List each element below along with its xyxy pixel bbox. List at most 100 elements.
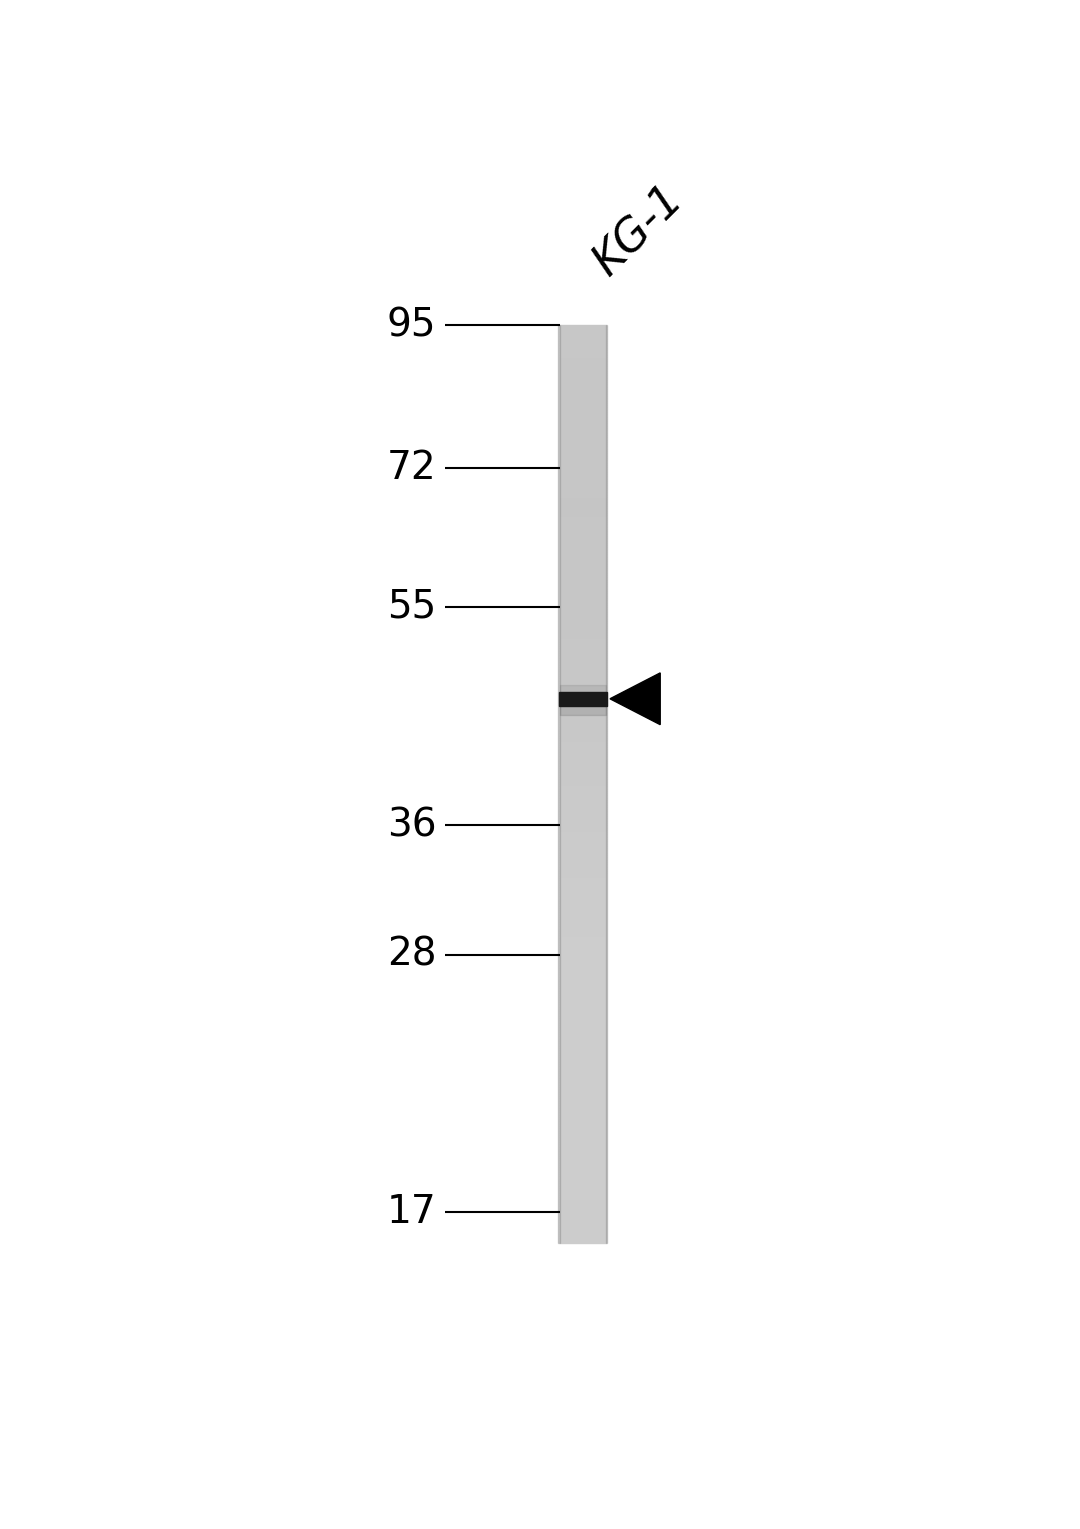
Bar <box>559 777 606 780</box>
Bar <box>559 1073 606 1075</box>
Bar <box>559 1029 606 1032</box>
Bar <box>559 443 606 446</box>
Bar <box>559 827 606 830</box>
Bar <box>559 956 606 959</box>
Bar <box>559 830 606 832</box>
Bar <box>559 505 606 506</box>
Bar <box>559 832 606 835</box>
Bar <box>559 800 606 803</box>
Bar <box>559 541 606 543</box>
Bar <box>559 465 606 466</box>
Bar <box>559 688 606 690</box>
Bar <box>559 674 606 676</box>
Bar <box>559 1060 606 1061</box>
Bar <box>559 905 606 908</box>
Bar <box>559 364 606 365</box>
Bar <box>559 509 606 511</box>
Bar <box>559 1240 606 1243</box>
Bar <box>559 647 606 648</box>
Bar <box>559 500 606 502</box>
Bar <box>559 515 606 518</box>
Bar <box>559 855 606 858</box>
Bar <box>559 1087 606 1089</box>
Bar <box>559 1133 606 1135</box>
Bar <box>559 621 606 624</box>
Bar <box>559 1015 606 1018</box>
Bar <box>559 398 606 401</box>
Bar <box>559 332 606 333</box>
Bar <box>559 630 606 633</box>
Bar <box>559 1171 606 1174</box>
Bar <box>559 607 606 610</box>
Bar <box>559 904 606 905</box>
Bar <box>559 396 606 398</box>
Bar <box>559 575 606 578</box>
Bar <box>559 1005 606 1006</box>
Bar <box>559 771 606 772</box>
Bar <box>559 986 606 988</box>
Bar <box>559 691 607 706</box>
Bar <box>559 734 606 735</box>
Bar <box>559 954 606 956</box>
Bar <box>559 593 606 596</box>
Bar <box>559 1206 606 1208</box>
Bar <box>559 491 606 492</box>
Bar <box>559 1153 606 1156</box>
Bar <box>559 662 606 665</box>
Bar <box>559 1162 606 1165</box>
Bar <box>559 1101 606 1102</box>
Bar <box>559 867 606 868</box>
Bar <box>559 425 606 428</box>
Bar <box>559 1046 606 1047</box>
Bar <box>559 1185 606 1188</box>
Bar <box>559 699 606 702</box>
Bar <box>559 1231 606 1234</box>
Bar <box>559 1070 606 1073</box>
Bar <box>559 633 606 635</box>
Bar <box>559 809 606 812</box>
Bar <box>559 653 606 656</box>
Bar <box>559 1176 606 1179</box>
Bar <box>559 341 606 342</box>
Bar <box>559 972 606 974</box>
Bar <box>558 324 559 1243</box>
Bar <box>559 382 606 384</box>
Bar <box>559 942 606 945</box>
Bar <box>559 391 606 393</box>
Bar <box>559 894 606 896</box>
Bar <box>559 583 606 584</box>
Bar <box>559 460 606 462</box>
Bar <box>559 1167 606 1170</box>
Bar <box>559 1139 606 1142</box>
Bar <box>559 881 606 882</box>
Bar <box>559 950 606 951</box>
Bar <box>559 887 606 890</box>
Bar <box>559 749 606 752</box>
Bar <box>559 835 606 836</box>
Bar <box>559 1147 606 1148</box>
Bar <box>559 859 606 862</box>
Bar <box>559 786 606 789</box>
Bar <box>559 729 606 731</box>
Bar <box>559 1188 606 1190</box>
Bar <box>559 373 606 375</box>
Bar <box>559 740 606 743</box>
Bar <box>559 342 606 346</box>
Bar <box>559 387 606 388</box>
Bar <box>559 826 606 827</box>
Bar <box>559 1047 606 1050</box>
Bar <box>559 1194 606 1197</box>
Bar <box>559 1183 606 1185</box>
Bar <box>559 849 606 850</box>
Bar <box>559 482 606 483</box>
Bar <box>559 1014 606 1015</box>
Bar <box>559 488 606 491</box>
Bar <box>559 1208 606 1211</box>
Bar <box>559 823 606 826</box>
Bar <box>559 612 606 615</box>
Bar <box>559 524 606 528</box>
Bar <box>559 388 606 391</box>
Bar <box>559 570 606 573</box>
Bar <box>559 661 606 662</box>
Bar <box>559 1052 606 1055</box>
